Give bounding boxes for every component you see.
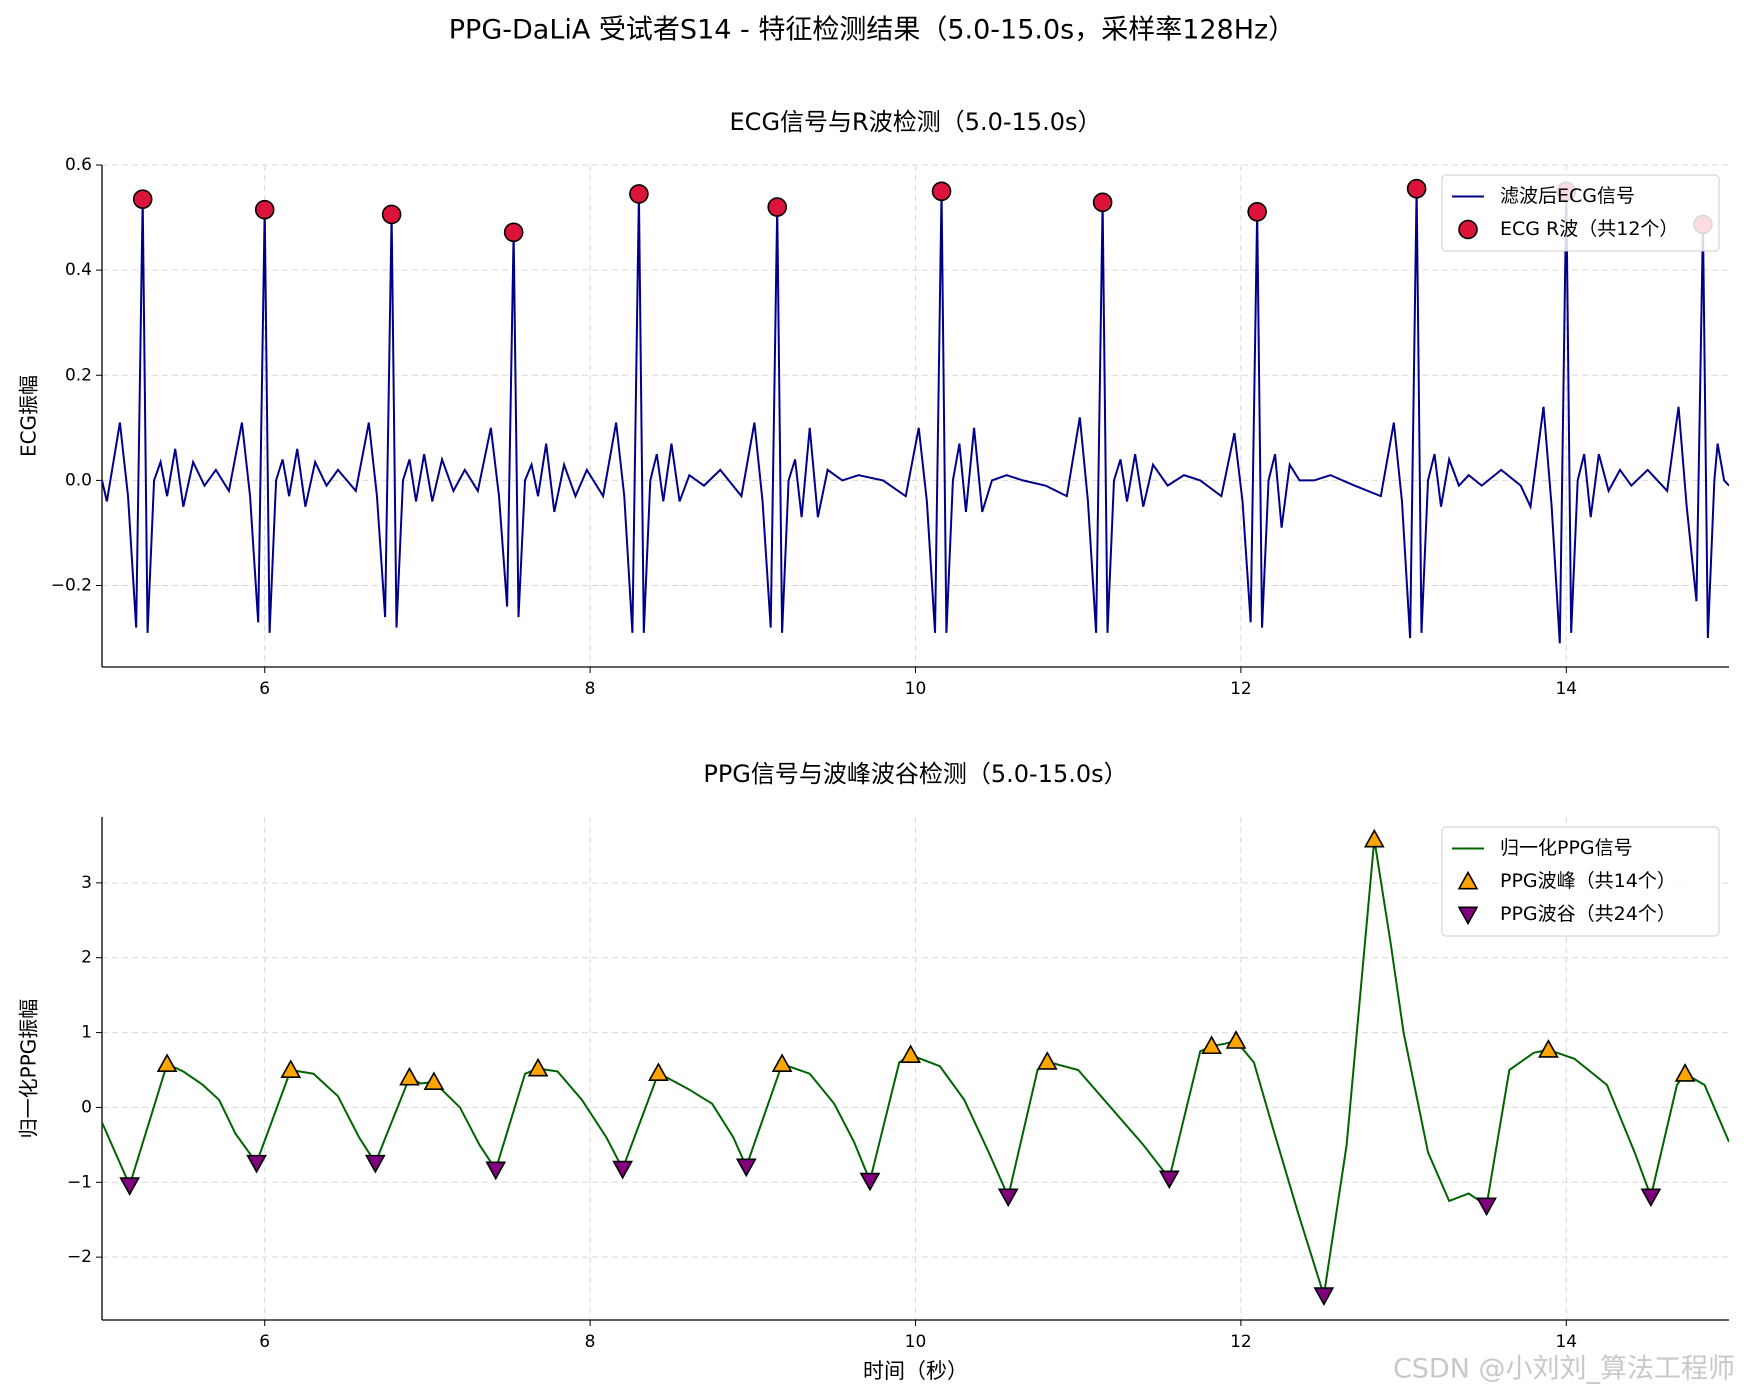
marker: [1247, 201, 1267, 222]
y-tick-label: −1: [67, 1172, 92, 1192]
axes-title: PPG信号与波峰波谷检测（5.0-15.0s）: [703, 760, 1127, 788]
y-tick-label: 0: [81, 1097, 92, 1117]
marker: [1640, 1188, 1662, 1208]
y-tick-label: 3: [81, 873, 92, 893]
legend-label: 归一化PPG信号: [1500, 837, 1633, 859]
x-tick-label: 12: [1230, 1332, 1252, 1352]
marker: [246, 1154, 267, 1174]
marker: [132, 189, 153, 209]
marker: [381, 204, 402, 225]
marker: [1476, 1197, 1497, 1217]
marker: [1092, 192, 1113, 213]
legend-marker: [1457, 870, 1479, 890]
x-tick-label: 6: [259, 679, 270, 699]
marker: [1674, 1063, 1696, 1082]
legend-label: 滤波后ECG信号: [1500, 185, 1635, 207]
legend-label: PPG波峰（共14个）: [1500, 870, 1676, 892]
marker: [1036, 1051, 1058, 1070]
marker: [423, 1071, 445, 1090]
legend-label: ECG R波（共12个）: [1500, 218, 1678, 240]
marker: [767, 197, 788, 217]
marker: [1406, 178, 1427, 199]
marker: [485, 1161, 507, 1181]
x-tick-label: 6: [259, 1332, 270, 1352]
figure-title: PPG-DaLiA 受试者S14 - 特征检测结果（5.0-15.0s，采样率1…: [449, 15, 1295, 46]
marker: [735, 1158, 757, 1178]
x-tick-label: 8: [585, 1332, 596, 1352]
y-tick-label: 2: [81, 948, 92, 968]
marker: [254, 199, 275, 220]
legend-label: PPG波谷（共24个）: [1500, 903, 1676, 925]
marker: [503, 222, 524, 243]
marker: [1158, 1170, 1180, 1190]
marker: [859, 1172, 881, 1192]
marker: [156, 1053, 178, 1073]
y-axis-label: ECG振幅: [17, 375, 41, 457]
y-tick-label: 0.4: [65, 260, 92, 280]
marker: [1313, 1287, 1335, 1306]
marker: [1538, 1039, 1559, 1058]
marker: [900, 1044, 921, 1064]
signal-line: [102, 839, 1729, 1296]
marker: [771, 1053, 793, 1073]
marker: [997, 1188, 1019, 1208]
y-tick-label: 0.0: [65, 470, 92, 490]
legend-box: [1441, 826, 1720, 937]
x-tick-label: 12: [1230, 679, 1252, 699]
signal-line: [102, 188, 1729, 644]
marker: [280, 1059, 302, 1078]
y-tick-label: −2: [67, 1247, 92, 1267]
marker: [1363, 828, 1385, 848]
y-tick-label: 0.2: [65, 365, 92, 385]
x-tick-label: 8: [585, 679, 596, 699]
x-axis-label: 时间（秒）: [863, 1359, 968, 1383]
axes-title: ECG信号与R波检测（5.0-15.0s）: [730, 108, 1102, 136]
legend-marker: [1458, 219, 1478, 240]
y-tick-label: 0.6: [65, 155, 92, 175]
marker: [119, 1177, 141, 1196]
legend-marker: [1457, 906, 1479, 926]
y-tick-label: −0.2: [51, 576, 92, 596]
marker: [931, 181, 952, 202]
marker: [612, 1160, 633, 1180]
marker: [399, 1066, 420, 1086]
marker: [629, 184, 649, 204]
legend-box: [1441, 174, 1720, 252]
x-tick-label: 10: [905, 679, 927, 699]
marker: [1201, 1035, 1222, 1055]
marker: [527, 1057, 549, 1077]
x-tick-label: 14: [1555, 1332, 1577, 1352]
marker: [1225, 1030, 1247, 1049]
marker: [648, 1062, 669, 1081]
watermark: CSDN @小刘刘_算法工程师: [1393, 1354, 1735, 1385]
marker: [364, 1154, 386, 1174]
y-axis-label: 归一化PPG振幅: [17, 999, 41, 1139]
y-tick-label: 1: [81, 1023, 92, 1043]
x-tick-label: 14: [1555, 679, 1577, 699]
x-tick-label: 10: [905, 1332, 927, 1352]
